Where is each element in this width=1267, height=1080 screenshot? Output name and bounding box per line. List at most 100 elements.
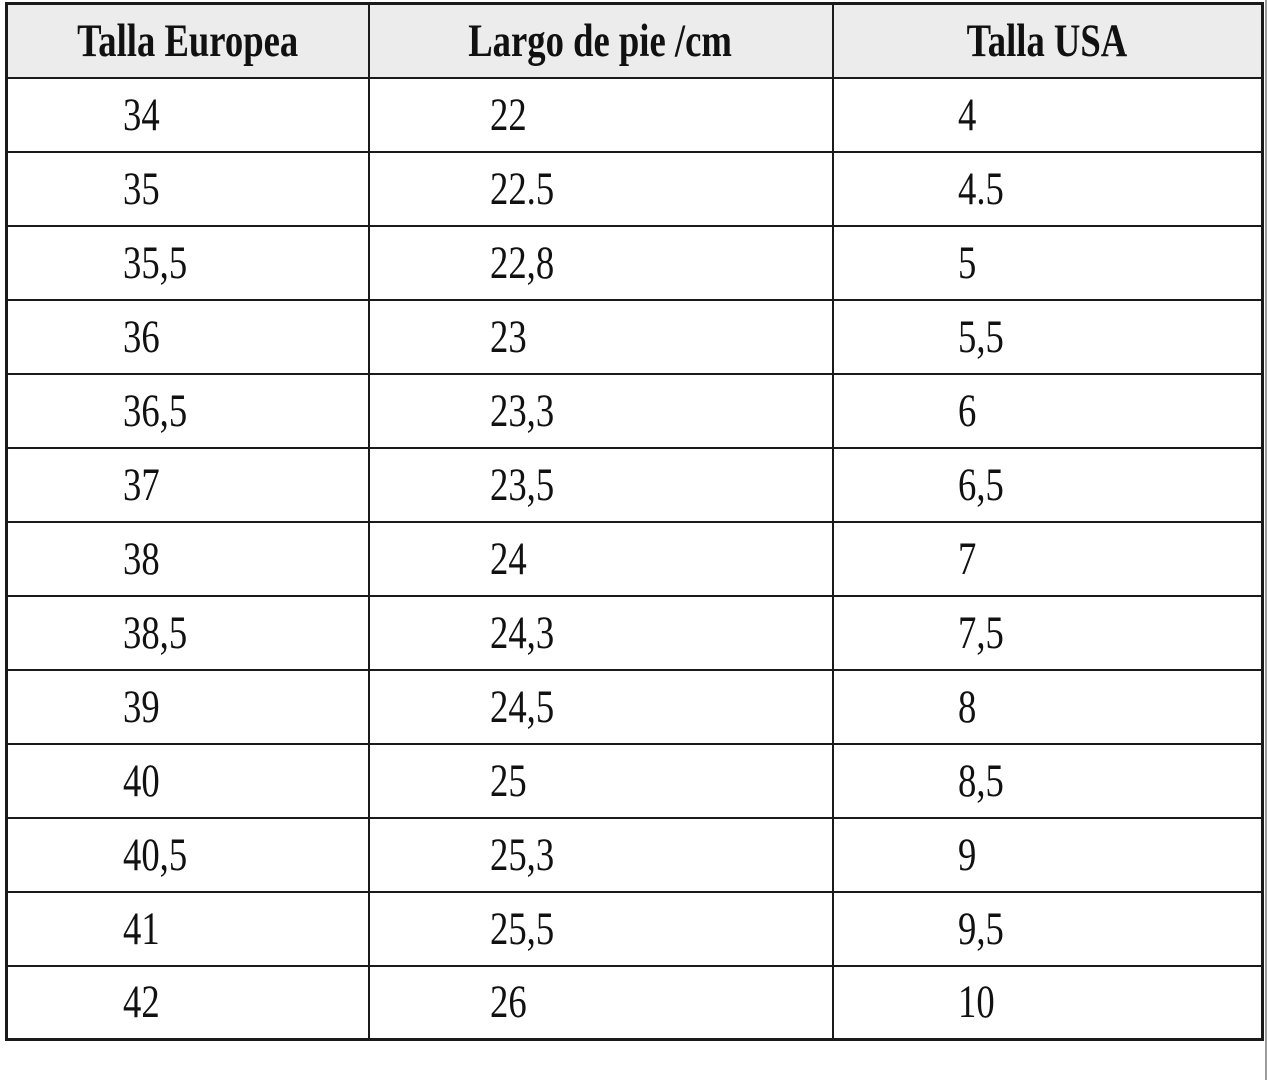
- size-table-body: 34 22 4 35 22.5 4.5 35,5 22,8 5 36 23 5,5 36,5 23,3 6 3…: [5, 76, 1264, 1041]
- table-cell-cm: 26: [367, 964, 834, 1041]
- table-cell-cm: 22,8: [367, 224, 834, 301]
- table-cell-eu: 38: [5, 520, 370, 597]
- table-cell-us: 7,5: [831, 594, 1264, 671]
- table-cell-eu: 34: [5, 76, 370, 153]
- cell-value: 26: [489, 976, 527, 1029]
- column-header-label: Largo de pie /cm: [468, 14, 733, 67]
- cell-value: 4: [957, 88, 976, 141]
- table-cell-cm: 23,3: [367, 372, 834, 449]
- table-row: 37 23,5 6,5: [5, 446, 1264, 523]
- cell-value: 40: [123, 754, 160, 807]
- table-cell-us: 5,5: [831, 298, 1264, 375]
- cell-value: 5: [957, 236, 976, 289]
- table-row: 41 25,5 9,5: [5, 890, 1264, 967]
- table-cell-us: 8,5: [831, 742, 1264, 819]
- table-cell-cm: 25,5: [367, 890, 834, 967]
- column-header-label: Talla USA: [966, 14, 1128, 67]
- table-cell-cm: 25: [367, 742, 834, 819]
- cell-value: 36: [123, 310, 160, 363]
- page-right-edge: [1265, 0, 1267, 1080]
- cell-value: 24,3: [489, 606, 554, 659]
- table-cell-eu: 35,5: [5, 224, 370, 301]
- cell-value: 23,5: [489, 458, 554, 511]
- table-cell-eu: 38,5: [5, 594, 370, 671]
- cell-value: 39: [123, 680, 160, 733]
- table-cell-us: 4: [831, 76, 1264, 153]
- size-conversion-table: Talla Europea Largo de pie /cm Talla USA…: [5, 2, 1264, 1041]
- cell-value: 6,5: [957, 458, 1004, 511]
- table-cell-us: 7: [831, 520, 1264, 597]
- cell-value: 23,3: [489, 384, 554, 437]
- table-header: Talla Europea Largo de pie /cm Talla USA: [5, 2, 1264, 79]
- cell-value: 9: [957, 828, 976, 881]
- table-row: 36 23 5,5: [5, 298, 1264, 375]
- cell-value: 37: [123, 458, 160, 511]
- table-row: 40 25 8,5: [5, 742, 1264, 819]
- cell-value: 8: [957, 680, 976, 733]
- table-row: 42 26 10: [5, 964, 1264, 1041]
- header-row: Talla Europea Largo de pie /cm Talla USA: [5, 2, 1264, 79]
- cell-value: 34: [123, 88, 160, 141]
- table-cell-cm: 24,3: [367, 594, 834, 671]
- cell-value: 7,5: [957, 606, 1004, 659]
- cell-value: 22.5: [489, 162, 554, 215]
- table-row: 35,5 22,8 5: [5, 224, 1264, 301]
- table-cell-cm: 22: [367, 76, 834, 153]
- cell-value: 7: [957, 532, 976, 585]
- table-row: 34 22 4: [5, 76, 1264, 153]
- column-header-largo-de-pie: Largo de pie /cm: [367, 2, 834, 79]
- table-cell-cm: 22.5: [367, 150, 834, 227]
- cell-value: 38,5: [123, 606, 188, 659]
- cell-value: 25: [489, 754, 527, 807]
- table-cell-us: 6,5: [831, 446, 1264, 523]
- table-cell-eu: 42: [5, 964, 370, 1041]
- column-header-talla-europea: Talla Europea: [5, 2, 370, 79]
- cell-value: 25,3: [489, 828, 554, 881]
- cell-value: 5,5: [957, 310, 1004, 363]
- cell-value: 9,5: [957, 902, 1004, 955]
- cell-value: 23: [489, 310, 527, 363]
- table-cell-us: 6: [831, 372, 1264, 449]
- column-header-label: Talla Europea: [77, 14, 299, 67]
- table-row: 36,5 23,3 6: [5, 372, 1264, 449]
- cell-value: 10: [957, 976, 995, 1029]
- table-cell-eu: 36: [5, 298, 370, 375]
- table-row: 35 22.5 4.5: [5, 150, 1264, 227]
- table-cell-cm: 23: [367, 298, 834, 375]
- cell-value: 8,5: [957, 754, 1004, 807]
- cell-value: 36,5: [123, 384, 188, 437]
- table-cell-eu: 36,5: [5, 372, 370, 449]
- table-cell-cm: 23,5: [367, 446, 834, 523]
- cell-value: 40,5: [123, 828, 188, 881]
- cell-value: 41: [123, 902, 160, 955]
- table-cell-eu: 41: [5, 890, 370, 967]
- table-cell-cm: 24,5: [367, 668, 834, 745]
- cell-value: 6: [957, 384, 976, 437]
- table-cell-cm: 25,3: [367, 816, 834, 893]
- cell-value: 24,5: [489, 680, 554, 733]
- cell-value: 42: [123, 976, 160, 1029]
- table-cell-eu: 35: [5, 150, 370, 227]
- table-row: 38 24 7: [5, 520, 1264, 597]
- table-row: 40,5 25,3 9: [5, 816, 1264, 893]
- cell-value: 38: [123, 532, 160, 585]
- cell-value: 25,5: [489, 902, 554, 955]
- table-row: 39 24,5 8: [5, 668, 1264, 745]
- table-cell-us: 9,5: [831, 890, 1264, 967]
- table-cell-eu: 40: [5, 742, 370, 819]
- cell-value: 35,5: [123, 236, 188, 289]
- table-cell-us: 10: [831, 964, 1264, 1041]
- column-header-talla-usa: Talla USA: [831, 2, 1264, 79]
- table-cell-us: 5: [831, 224, 1264, 301]
- table-cell-us: 9: [831, 816, 1264, 893]
- cell-value: 24: [489, 532, 527, 585]
- cell-value: 22: [489, 88, 527, 141]
- table-cell-eu: 39: [5, 668, 370, 745]
- table-cell-us: 4.5: [831, 150, 1264, 227]
- cell-value: 4.5: [957, 162, 1004, 215]
- table-cell-cm: 24: [367, 520, 834, 597]
- cell-value: 22,8: [489, 236, 554, 289]
- table-cell-eu: 37: [5, 446, 370, 523]
- cell-value: 35: [123, 162, 160, 215]
- table-cell-eu: 40,5: [5, 816, 370, 893]
